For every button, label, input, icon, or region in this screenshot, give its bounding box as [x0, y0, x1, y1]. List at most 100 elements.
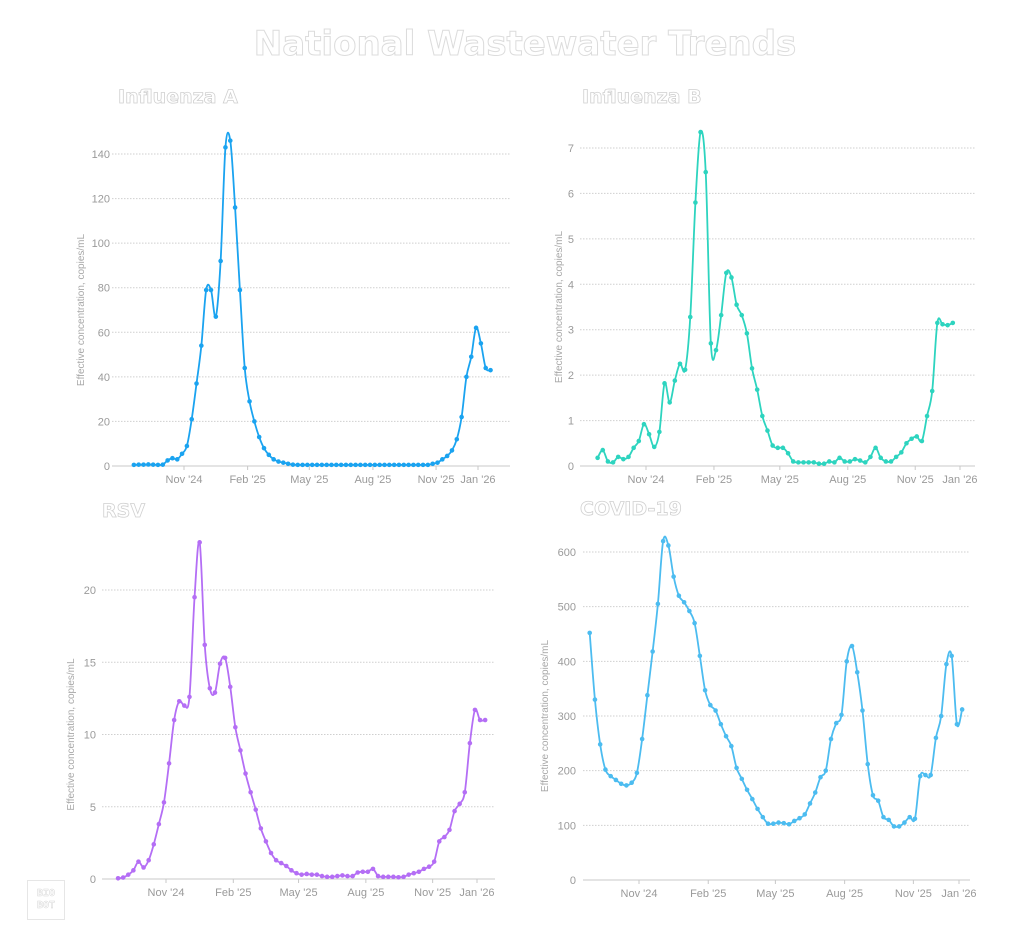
data-point [358, 462, 363, 468]
y-tick-label: 5 [568, 234, 574, 246]
x-tick-label: Aug '25 [347, 887, 384, 899]
data-point [812, 790, 818, 795]
data-point [420, 462, 426, 468]
data-point [935, 320, 940, 326]
data-point [290, 462, 296, 467]
data-point [837, 455, 842, 461]
data-point [744, 787, 750, 793]
data-point [770, 443, 775, 448]
x-tick-label: May '25 [756, 888, 794, 900]
data-point [676, 593, 682, 599]
data-point [791, 818, 797, 824]
data-point [335, 873, 340, 879]
data-point [345, 873, 350, 879]
data-point [194, 381, 199, 386]
data-point [421, 866, 427, 872]
data-point [786, 821, 792, 827]
data-point [687, 314, 693, 320]
data-point [760, 814, 766, 820]
data-point [940, 321, 945, 327]
x-tick-label: Aug '25 [826, 888, 863, 900]
data-point [662, 381, 667, 386]
data-point [212, 690, 218, 695]
logo-line-1: BIO [36, 888, 56, 900]
logo-line-2: BOT [36, 900, 56, 912]
data-point [754, 387, 760, 392]
data-point [370, 866, 376, 872]
x-tick-label: Jan '26 [942, 474, 977, 486]
data-point [387, 462, 392, 468]
data-point [618, 781, 624, 787]
data-point [136, 462, 141, 467]
data-point [645, 692, 650, 698]
data-point [959, 707, 965, 712]
data-point [348, 462, 354, 468]
data-point [785, 450, 791, 456]
data-point [227, 138, 233, 143]
data-point [294, 870, 299, 876]
data-point [597, 742, 603, 747]
data-point [136, 859, 141, 864]
y-tick-label: 0 [568, 461, 574, 473]
data-point [608, 773, 613, 779]
series-line [588, 535, 964, 828]
data-point [929, 388, 935, 394]
data-point [411, 870, 417, 876]
data-point [928, 772, 933, 778]
data-point [338, 462, 344, 468]
data-point [273, 857, 279, 863]
data-point [324, 462, 329, 468]
y-tick-label: 3 [568, 325, 574, 337]
data-point [677, 361, 683, 367]
y-tick-label: 140 [92, 149, 110, 161]
data-point [703, 169, 709, 175]
data-point [610, 460, 616, 465]
x-tick-label: Nov '24 [621, 888, 658, 900]
data-point [146, 462, 151, 467]
data-point [862, 460, 868, 465]
data-point [765, 428, 770, 433]
y-tick-label: 40 [98, 372, 110, 384]
data-point [844, 659, 850, 664]
data-point [806, 460, 811, 465]
data-point [285, 461, 291, 467]
data-point [304, 871, 310, 877]
data-point [821, 461, 827, 467]
data-point [891, 824, 897, 829]
data-point [141, 865, 146, 870]
data-point [702, 688, 708, 693]
y-tick-label: 600 [558, 547, 576, 559]
data-point [457, 801, 462, 807]
data-point [626, 454, 631, 460]
y-axis-label: Effective concentration, copies/mL [554, 231, 565, 384]
data-point [692, 620, 697, 626]
data-point [847, 459, 853, 464]
data-point [600, 447, 606, 453]
data-point [744, 331, 750, 336]
data-point [687, 608, 692, 614]
data-point [197, 540, 202, 545]
data-point [459, 414, 464, 420]
data-point [203, 287, 209, 293]
data-point [641, 421, 647, 427]
data-point [280, 460, 286, 465]
x-tick-label: Feb '25 [696, 474, 732, 486]
data-point [875, 798, 881, 804]
data-point [155, 462, 161, 468]
data-point [660, 538, 666, 544]
data-point [217, 661, 223, 666]
data-point [120, 875, 126, 880]
data-point [750, 796, 755, 802]
data-point [698, 129, 703, 135]
data-point [187, 694, 192, 700]
data-point [161, 800, 167, 805]
data-point [634, 770, 640, 776]
data-point [681, 599, 687, 605]
data-point [213, 314, 219, 319]
panel-title: RSV [102, 500, 146, 523]
data-point [426, 864, 432, 870]
data-point [477, 717, 483, 723]
y-tick-label: 15 [84, 657, 96, 669]
data-point [729, 275, 734, 280]
